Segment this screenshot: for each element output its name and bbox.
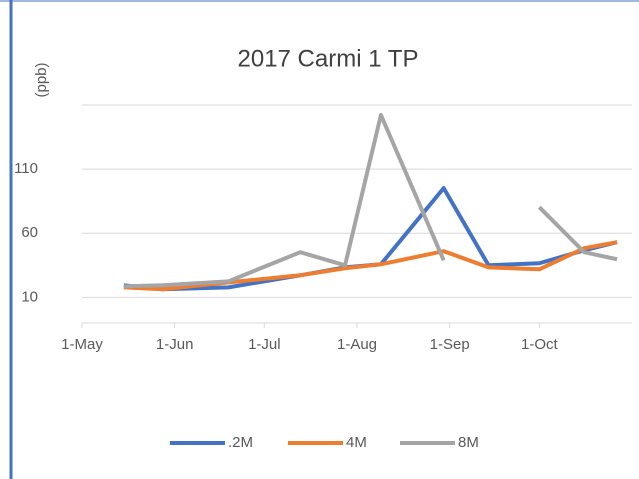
- chart-title: 2017 Carmi 1 TP: [238, 45, 419, 72]
- series-line: [123, 113, 618, 289]
- y-tick-label: 10: [21, 288, 38, 305]
- y-tick-label: 60: [21, 224, 38, 241]
- legend-label: 4M: [346, 434, 367, 451]
- x-tick-label: 1-Jul: [248, 336, 281, 353]
- legend-label: 8M: [458, 434, 479, 451]
- y-axis-label: (ppb): [33, 62, 50, 97]
- series-line: [123, 186, 618, 292]
- x-tick-label: 1-May: [61, 336, 103, 353]
- x-tick-label: 1-Aug: [337, 336, 377, 353]
- series-line: [123, 240, 618, 292]
- legend-label: .2M: [228, 434, 253, 451]
- x-tick-label: 1-Sep: [430, 336, 470, 353]
- x-tick-label: 1-Oct: [521, 336, 559, 353]
- y-tick-label: 110: [14, 160, 38, 177]
- x-tick-label: 1-Jun: [156, 336, 194, 353]
